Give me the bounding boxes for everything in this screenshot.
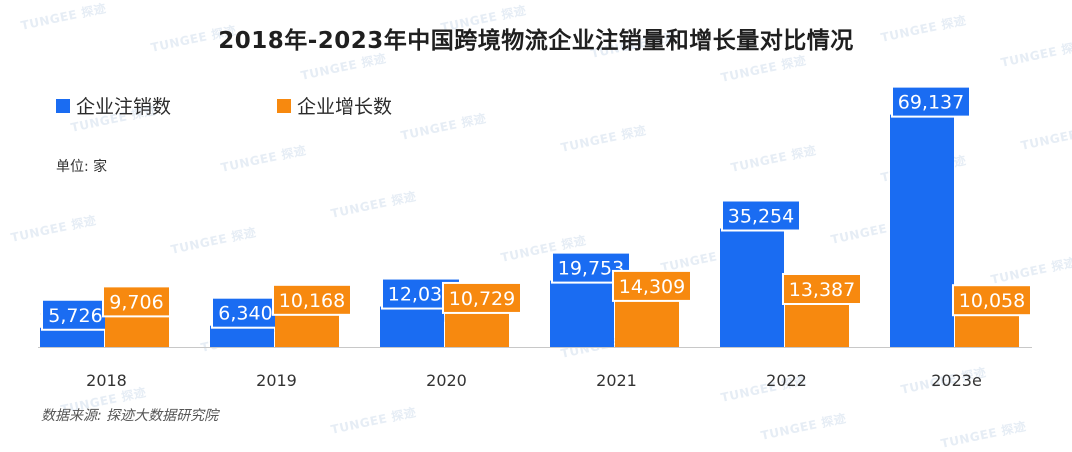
data-label-box-growth-2019 [272,283,352,316]
source-label: 数据来源: 探迹大数据研究院 [41,408,219,424]
data-label-growth-2019: 10,168 [279,290,345,312]
legend-label-cancellations: 企业注销数 [76,96,172,118]
legend-item-cancellations: 企业注销数 [56,92,171,119]
data-label-cancellations-2022: 35,254 [728,206,794,228]
bar-cancellations-2018 [40,327,104,347]
legend-label-growth: 企业增长数 [297,96,393,118]
data-label-growth-2018: 9,706 [109,291,163,313]
x-tick-label-2018: 2018 [86,371,127,390]
data-label-box-growth-2021 [612,269,692,302]
data-label-box-growth-2018 [102,285,171,318]
bar-growth-2023e [955,313,1019,347]
data-label-cancellations-2020: 12,034 [388,284,454,306]
data-label-box-cancellations-2023e [891,85,971,118]
legend-swatch-orange [277,98,291,113]
data-label-growth-2023e: 10,058 [959,290,1025,312]
bar-cancellations-2019 [210,325,274,347]
legend-swatch-blue [56,98,70,113]
data-label-cancellations-2023e: 69,137 [898,92,964,114]
unit-label: 单位: 家 [56,159,108,175]
bar-cancellations-2020 [380,306,444,347]
data-label-box-growth-2020 [442,281,522,314]
x-tick-label-2019: 2019 [256,371,297,390]
bar-growth-2022 [785,302,849,347]
legend-item-growth: 企业增长数 [277,92,392,119]
bar-growth-2018 [105,314,169,347]
bar-cancellations-2021 [550,280,614,347]
data-label-growth-2020: 10,729 [449,288,515,310]
data-label-box-growth-2023e [952,284,1032,317]
data-label-cancellations-2021: 19,753 [558,258,624,280]
data-label-growth-2022: 13,387 [789,279,855,301]
bar-cancellations-2023e [890,114,954,347]
data-label-cancellations-2019: 6,340 [218,303,272,325]
bar-growth-2020 [445,310,509,347]
bar-growth-2021 [615,298,679,347]
data-label-cancellations-2018: 5,726 [48,305,102,327]
chart-title: 2018年-2023年中国跨境物流企业注销量和增长量对比情况 [218,28,854,54]
bar-growth-2019 [275,312,339,347]
bar-chart: 5,726 9,706 2018 6,340 10,168 2019 12,03410,72… [38,85,1032,390]
x-tick-label-2022: 2022 [766,371,807,390]
data-label-box-growth-2022 [782,273,862,306]
x-tick-label-2021: 2021 [596,371,637,390]
data-label-box-cancellations-2022 [721,199,801,232]
bar-cancellations-2022 [720,228,784,347]
x-tick-label-2023e: 2023e [931,371,982,390]
data-label-growth-2021: 14,309 [619,276,685,298]
x-tick-label-2020: 2020 [426,371,467,390]
